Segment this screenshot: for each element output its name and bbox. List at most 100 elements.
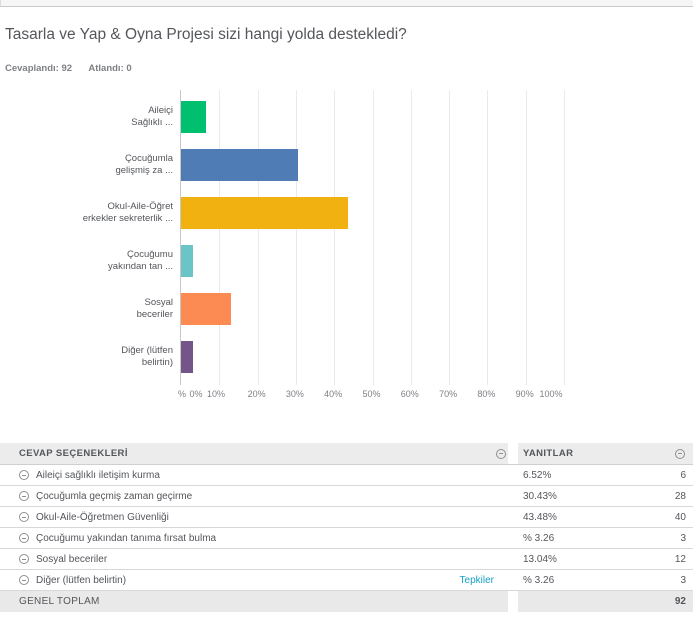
axis-tick-label: 50%	[362, 389, 381, 399]
column-gap	[508, 465, 518, 485]
answers-cell: 13.04% 12	[518, 549, 693, 569]
axis-tick-label: 30%	[285, 389, 304, 399]
column-gap	[508, 549, 518, 569]
axis-tick-label: 90%	[515, 389, 534, 399]
chart-bar[interactable]	[181, 293, 231, 325]
option-label: Diğer (lütfen belirtin)	[36, 574, 127, 586]
column-gap	[508, 591, 518, 612]
chart-category-label: Aileiçi Sağlıklı ...	[131, 105, 173, 128]
skipped-label: Atlandı:	[88, 63, 124, 74]
chart-category-label: Sosyal beceriler	[136, 297, 173, 320]
answered-value: 92	[61, 63, 73, 74]
answer-count: 40	[674, 511, 686, 523]
options-column-header: CEVAP SEÇENEKLERİ	[19, 448, 128, 459]
option-label: Sosyal beceriler	[36, 553, 108, 565]
answer-count: 6	[680, 469, 686, 481]
table-row: Diğer (lütfen belirtin) Tepkiler % 3.26 3	[0, 570, 693, 591]
axis-tick-label: 60%	[400, 389, 419, 399]
table-body: Aileiçi sağlıklı iletişim kurma 6.52% 6 Çoc…	[0, 465, 693, 591]
horizontal-bar-chart: Aileiçi Sağlıklı ... Çocuğumla gelişmiş za …	[0, 90, 620, 400]
collapse-row-icon[interactable]	[19, 470, 29, 480]
axis-tick-label: 80%	[477, 389, 496, 399]
gridline	[525, 90, 527, 385]
option-label: Çocuğumu yakından tanıma fırsat bulma	[36, 532, 217, 544]
column-gap	[508, 528, 518, 548]
option-cell: Aileiçi sağlıklı iletişim kurma	[0, 465, 508, 485]
table-row: Sosyal beceriler 13.04% 12	[0, 549, 693, 570]
gridline	[334, 90, 336, 385]
chart-bar[interactable]	[181, 101, 206, 133]
chart-plot-area	[180, 90, 565, 385]
answered-stat: Cevaplandı: 92	[5, 63, 72, 74]
total-label-cell: GENEL TOPLAM	[0, 591, 508, 612]
option-label: Okul-Aile-Öğretmen Güvenliği	[36, 511, 169, 523]
collapse-row-icon[interactable]	[19, 512, 29, 522]
table-row: Okul-Aile-Öğretmen Güvenliği 43.48% 40	[0, 507, 693, 528]
collapse-column-icon[interactable]	[496, 448, 506, 459]
collapse-row-icon[interactable]	[19, 554, 29, 564]
answers-column-header: YANITLAR	[523, 448, 574, 459]
answer-percent: 6.52%	[523, 469, 552, 481]
answer-percent: % 3.26	[523, 532, 555, 544]
top-divider	[0, 0, 693, 7]
skipped-stat: Atlandı: 0	[88, 63, 131, 74]
chart-bar[interactable]	[181, 341, 193, 373]
gridline	[449, 90, 451, 385]
table-total-row: GENEL TOPLAM 92	[0, 591, 693, 612]
reactions-link[interactable]: Tepkiler	[459, 574, 494, 586]
axis-tick-label: 0%	[189, 389, 203, 399]
axis-tick-label: 20%	[247, 389, 266, 399]
answer-count: 28	[674, 490, 686, 502]
chart-bar[interactable]	[181, 197, 348, 229]
gridline	[295, 90, 297, 385]
option-label: Çocuğumla geçmiş zaman geçirme	[36, 490, 193, 502]
answer-percent: 43.48%	[523, 511, 557, 523]
collapse-column-icon[interactable]	[675, 448, 685, 459]
option-cell: Çocuğumla geçmiş zaman geçirme	[0, 486, 508, 506]
table-row: Çocuğumla geçmiş zaman geçirme 30.43% 28	[0, 486, 693, 507]
answered-label: Cevaplandı:	[5, 63, 59, 74]
axis-tick-label: 40%	[324, 389, 343, 399]
chart-category-label: Çocuğumu yakından tan ...	[108, 249, 173, 272]
answers-cell: 6.52% 6	[518, 465, 693, 485]
answer-percent: 30.43%	[523, 490, 557, 502]
table-header-row: CEVAP SEÇENEKLERİ YANITLAR	[0, 443, 693, 465]
table-row: Aileiçi sağlıklı iletişim kurma 6.52% 6	[0, 465, 693, 486]
collapse-row-icon[interactable]	[19, 491, 29, 501]
table-header-answers-cell: YANITLAR	[518, 443, 693, 464]
answers-cell: 43.48% 40	[518, 507, 693, 527]
answer-count: 12	[674, 553, 686, 565]
total-count: 92	[674, 596, 686, 607]
gridline	[257, 90, 259, 385]
gridline	[487, 90, 489, 385]
answer-percent: % 3.26	[523, 574, 555, 586]
collapse-row-icon[interactable]	[19, 533, 29, 543]
answer-count: 3	[680, 574, 686, 586]
column-gap	[508, 486, 518, 506]
gridline	[372, 90, 374, 385]
axis-tick-label: 10%	[206, 389, 226, 399]
column-gap	[508, 507, 518, 527]
column-gap	[508, 443, 518, 464]
answers-cell: 30.43% 28	[518, 486, 693, 506]
total-value-cell: 92	[518, 591, 693, 612]
chart-category-label: Çocuğumla gelişmiş za ...	[115, 153, 173, 176]
chart-bar[interactable]	[181, 245, 193, 277]
option-cell: Diğer (lütfen belirtin) Tepkiler	[0, 570, 508, 590]
collapse-row-icon[interactable]	[19, 575, 29, 585]
option-cell: Okul-Aile-Öğretmen Güvenliği	[0, 507, 508, 527]
response-stats: Cevaplandı: 92 Atlandı: 0	[5, 63, 146, 74]
table-header-options-cell: CEVAP SEÇENEKLERİ	[0, 443, 508, 464]
chart-bar[interactable]	[181, 149, 298, 181]
answers-cell: % 3.26 3	[518, 528, 693, 548]
total-label: GENEL TOPLAM	[19, 596, 100, 607]
answer-percent: 13.04%	[523, 553, 557, 565]
table-row: Çocuğumu yakından tanıma fırsat bulma % 3…	[0, 528, 693, 549]
gridline	[410, 90, 412, 385]
question-title: Tasarla ve Yap & Oyna Projesi sizi hangi…	[5, 26, 407, 43]
option-cell: Sosyal beceriler	[0, 549, 508, 569]
gridline	[219, 90, 221, 385]
axis-tick-label: 100%	[539, 389, 563, 399]
chart-category-label: Diğer (lütfen belirtin)	[121, 345, 173, 368]
gridline	[564, 90, 565, 385]
